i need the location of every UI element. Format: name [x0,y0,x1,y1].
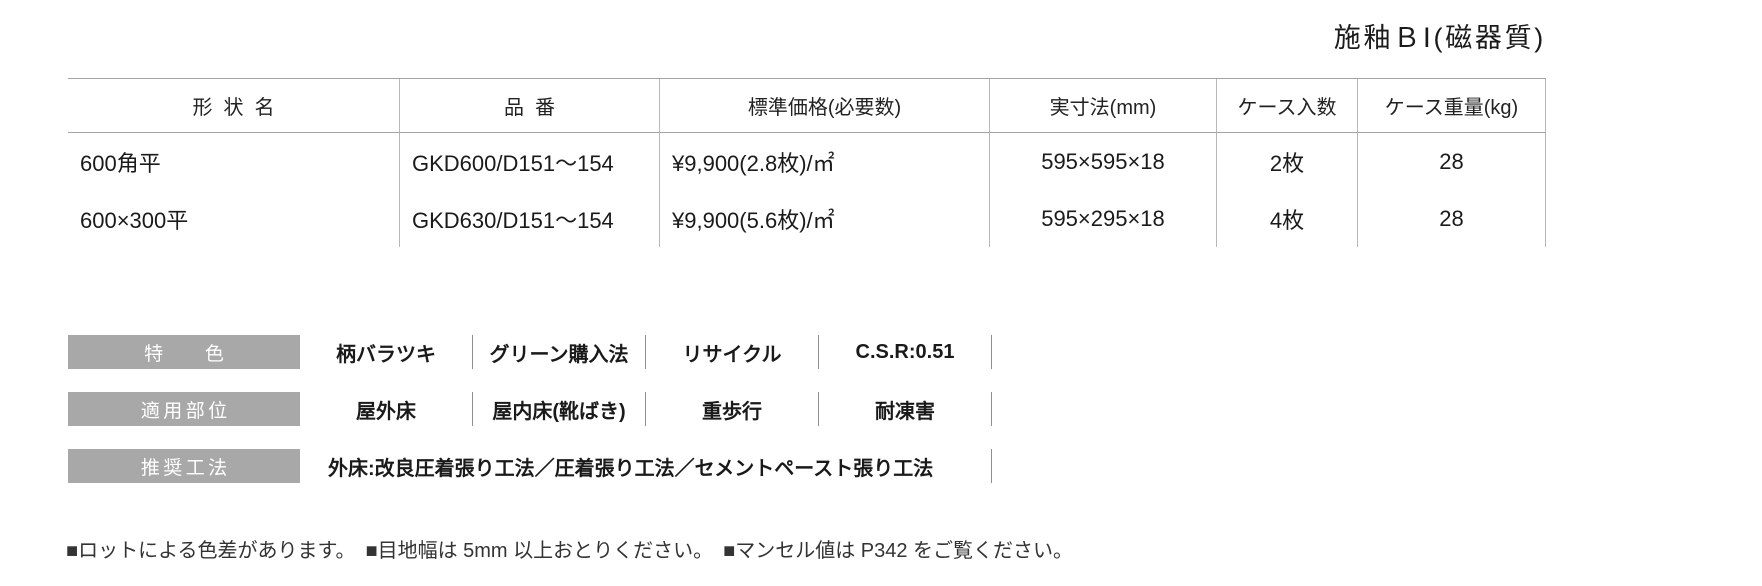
feature-tag: グリーン購入法 [473,335,646,369]
footnote: ■目地幅は 5mm 以上おとりください。 [365,540,714,562]
col-header-weight: ケース重量(kg) [1358,79,1546,133]
cell-weight: 28 [1358,190,1546,247]
col-header-qty: ケース入数 [1217,79,1358,133]
cell-weight: 28 [1358,133,1546,190]
col-header-price: 標準価格(必要数) [660,79,990,133]
spec-label-features: 特色 [68,335,300,369]
cell-shape: 600×300平 [68,190,400,247]
footnote: ■ロットによる色差があります。 [66,540,356,562]
cell-code: GKD600/D151～154 [400,133,660,190]
spec-row-features: 特色 柄バラツキ グリーン購入法 リサイクル C.S.R:0.51 [68,335,992,369]
spec-row-applications: 適用部位 屋外床 屋内床(靴ばき) 重歩行 耐凍害 [68,392,992,426]
footnotes: ■ロットによる色差があります。 ■目地幅は 5mm 以上おとりください。 ■マン… [66,534,1073,563]
feature-tag: 柄バラツキ [300,335,473,369]
cell-qty: 4枚 [1217,190,1358,247]
cell-price: ¥9,900(5.6枚)/㎡ [660,190,990,247]
spec-label-applications: 適用部位 [68,392,300,426]
spec-row-methods: 推奨工法 外床:改良圧着張り工法／圧着張り工法／セメントペースト張り工法 [68,449,992,483]
cell-size: 595×295×18 [990,190,1217,247]
cell-size: 595×595×18 [990,133,1217,190]
application-tag: 屋内床(靴ばき) [473,392,646,426]
product-table: 形状名 品番 標準価格(必要数) 実寸法(mm) ケース入数 ケース重量(kg)… [68,78,1546,247]
feature-tag: リサイクル [646,335,819,369]
method-text: 外床:改良圧着張り工法／圧着張り工法／セメントペースト張り工法 [300,449,992,483]
page-title: 施釉ＢⅠ(磁器質) [1333,23,1546,53]
application-tag: 屋外床 [300,392,473,426]
cell-code: GKD630/D151～154 [400,190,660,247]
col-header-size: 実寸法(mm) [990,79,1217,133]
feature-tag: C.S.R:0.51 [819,335,992,369]
cell-qty: 2枚 [1217,133,1358,190]
footnote: ■マンセル値は P342 をご覧ください。 [723,540,1074,562]
col-header-shape: 形状名 [68,79,400,133]
application-tag: 重歩行 [646,392,819,426]
cell-price: ¥9,900(2.8枚)/㎡ [660,133,990,190]
spec-label-methods: 推奨工法 [68,449,300,483]
cell-shape: 600角平 [68,133,400,190]
col-header-code: 品番 [400,79,660,133]
application-tag: 耐凍害 [819,392,992,426]
